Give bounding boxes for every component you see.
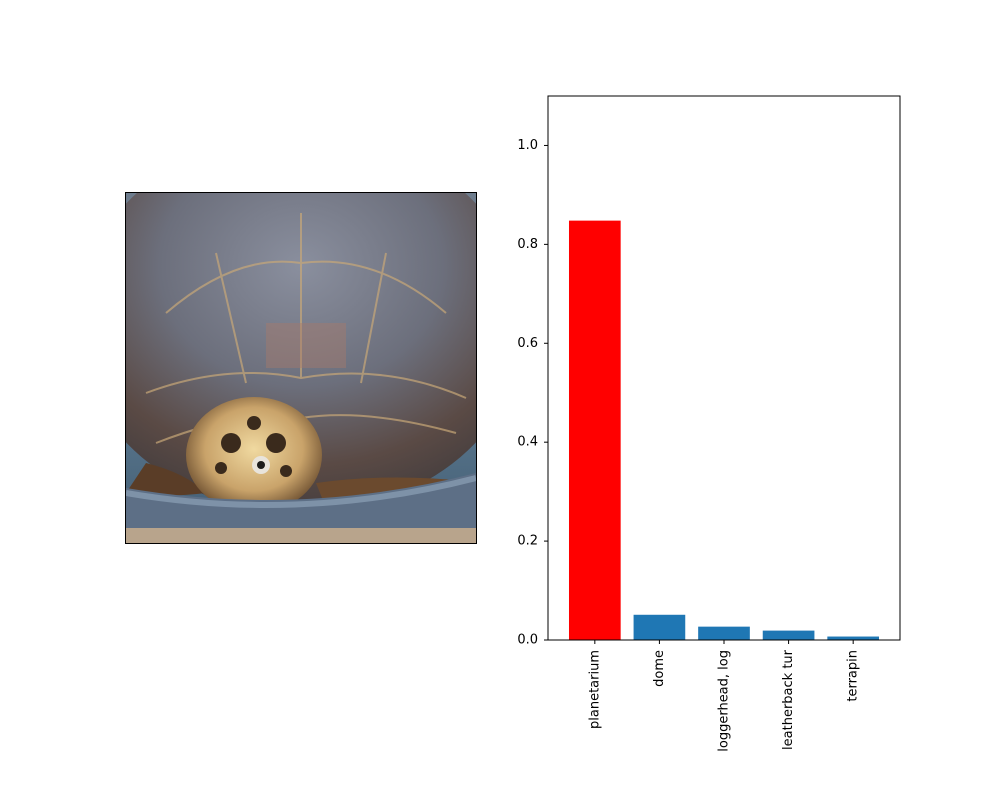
turtle-photo [125, 192, 477, 544]
bar-dome [633, 614, 686, 640]
turtle-photo-drawing [126, 193, 476, 543]
x-tick-label: leatherback tur [781, 649, 796, 750]
y-tick-label: 1.0 [517, 138, 538, 153]
bar-planetarium [568, 220, 621, 640]
x-tick-label: loggerhead, log [717, 650, 732, 752]
y-tick-label: 0.0 [517, 633, 538, 648]
bar-leatherback-tur [762, 630, 815, 640]
axes-border [547, 95, 901, 641]
bar-loggerhead-log [698, 626, 750, 640]
x-tick-label: planetarium [587, 650, 602, 729]
y-tick-label: 0.2 [517, 534, 538, 549]
bar-terrapin [827, 636, 880, 640]
x-tick-label: terrapin [846, 650, 861, 702]
y-tick-label: 0.4 [517, 435, 538, 450]
x-tick-label: dome [652, 650, 667, 687]
y-tick-label: 0.8 [517, 237, 538, 252]
y-tick-label: 0.6 [517, 336, 538, 351]
